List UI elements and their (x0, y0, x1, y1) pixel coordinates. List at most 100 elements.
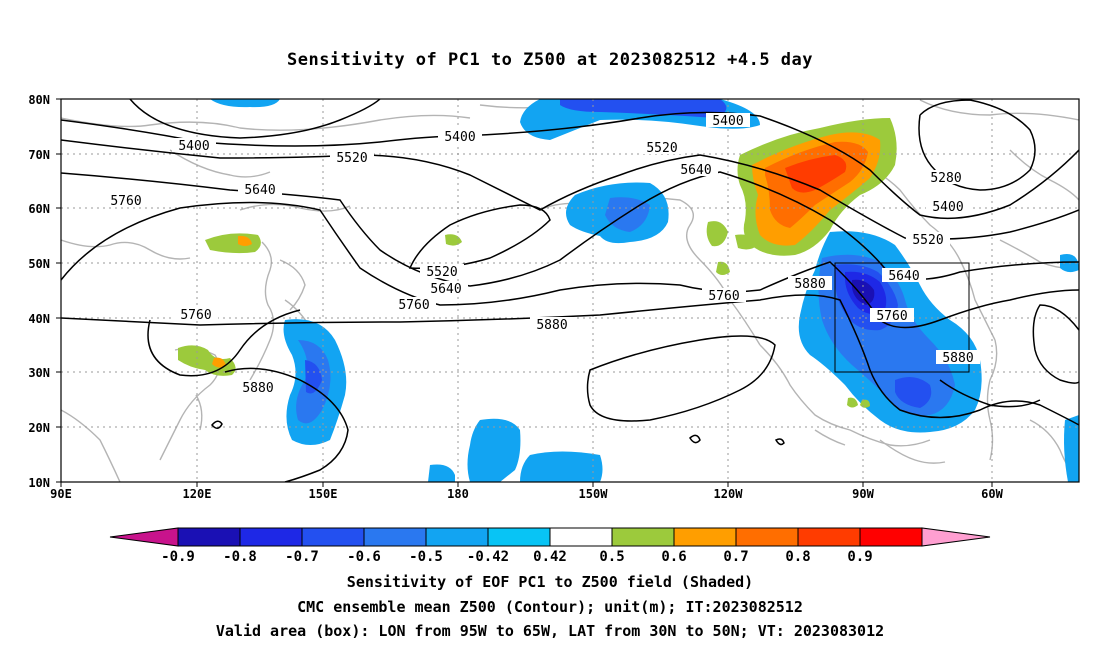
contour-label: 5520 (426, 265, 457, 280)
plot-title: Sensitivity of PC1 to Z500 at 2023082512… (286, 50, 813, 70)
colorbar-swatch (611, 527, 675, 547)
contour-label: 5760 (398, 298, 429, 313)
shade-blue (895, 376, 932, 408)
lon-tick-label: 90W (852, 487, 874, 501)
lat-tick-label: 50N (28, 257, 50, 271)
colorbar-label: -0.6 (347, 549, 381, 565)
contour-label: 5760 (708, 289, 739, 304)
colorbar-swatch (735, 527, 799, 547)
contour-label: 5880 (942, 351, 973, 366)
contour-label: 5400 (932, 200, 963, 215)
colorbar-label: 0.5 (599, 549, 624, 565)
shade-green (706, 221, 728, 247)
lon-tick-label: 120W (714, 487, 744, 501)
contour-5760 (61, 201, 1079, 329)
negative-sensitivity-shading (210, 99, 1079, 482)
contour-label: 5640 (430, 282, 461, 297)
colorbar-label: 0.6 (661, 549, 686, 565)
contour-label: 5760 (110, 194, 141, 209)
colorbar-swatch (549, 527, 613, 547)
contour-5400 (61, 111, 1079, 220)
colorbar-arrow-low (109, 527, 179, 547)
contour-label: 5640 (680, 163, 711, 178)
contour-5880-east (1032, 304, 1079, 384)
contour-label: 5640 (244, 183, 275, 198)
shade-cyan (467, 418, 521, 482)
contour-label: 5640 (888, 269, 919, 284)
lat-tick-label: 30N (28, 366, 50, 380)
shade-green (716, 261, 730, 275)
contour-5400-top (129, 99, 381, 139)
lat-tick-label: 20N (28, 421, 50, 435)
contour-label: 5760 (876, 309, 907, 324)
footer-line-shading: Sensitivity of EOF PC1 to Z500 field (Sh… (346, 573, 754, 591)
contour-label: 5400 (178, 139, 209, 154)
colorbar-label: -0.7 (285, 549, 319, 565)
contour-5520-low (408, 204, 551, 270)
contour-label: 5880 (536, 318, 567, 333)
lat-tick-label: 60N (28, 202, 50, 216)
contour-5760-low (147, 309, 301, 377)
contour-label: 5520 (912, 233, 943, 248)
contour-label: 5520 (646, 141, 677, 156)
shade-orange (212, 357, 226, 368)
colorbar-swatch (859, 527, 923, 547)
colorbar-label: -0.8 (223, 549, 257, 565)
lon-tick-label: 150E (309, 487, 338, 501)
shade-cyan (210, 99, 280, 108)
contour-small (211, 420, 223, 429)
shade-cyan (428, 464, 455, 482)
lat-tick-label: 10N (28, 476, 50, 490)
contour-label: 5400 (712, 114, 743, 129)
colorbar-swatch (239, 527, 303, 547)
colorbar-label: 0.7 (723, 549, 748, 565)
colorbar-label: 0.8 (785, 549, 810, 565)
contour-label: 5400 (444, 130, 475, 145)
contour-label: 5760 (180, 308, 211, 323)
contour-5880-east2 (939, 379, 1041, 408)
lat-tick-label: 70N (28, 148, 50, 162)
colorbar: -0.9 -0.8 -0.7 -0.6 -0.5 -0.42 0.42 0.5 0.6 0.7 0.… (109, 527, 991, 565)
shade-orange (238, 235, 252, 246)
colorbar-swatch (487, 527, 551, 547)
longitude-labels: 90E 120E 150E 180 150W 120W 90W 60W (50, 487, 1003, 501)
contour-5880-west (224, 367, 349, 482)
shade-cyan (520, 451, 603, 482)
contour-label: 5880 (794, 277, 825, 292)
lon-tick-label: 180 (447, 487, 469, 501)
latitude-labels: 80N 70N 60N 50N 40N 30N 20N 10N (28, 93, 50, 490)
shade-redorange (785, 155, 847, 193)
colorbar-label: 0.42 (533, 549, 567, 565)
contour-label: 5280 (930, 171, 961, 186)
contour-5640 (61, 171, 1079, 287)
colorbar-label: -0.42 (467, 549, 509, 565)
colorbar-label: -0.5 (409, 549, 443, 565)
footer-line-contour: CMC ensemble mean Z500 (Contour); unit(m… (297, 598, 803, 616)
shade-green (735, 234, 758, 250)
contour-small (689, 434, 701, 444)
shade-cyan (1064, 415, 1079, 482)
shade-green (445, 234, 462, 246)
lat-tick-label: 80N (28, 93, 50, 107)
gridlines (61, 99, 1079, 482)
valid-area-box (834, 262, 970, 373)
colorbar-swatch (797, 527, 861, 547)
contour-label: 5520 (336, 151, 367, 166)
colorbar-swatch (363, 527, 427, 547)
contour-labels: 5400 5400 5400 5400 5520 5520 5520 5520 … (104, 113, 980, 396)
colorbar-swatch (673, 527, 737, 547)
colorbar-swatch (425, 527, 489, 547)
footer-line-valid-area: Valid area (box): LON from 95W to 65W, L… (215, 622, 885, 640)
tick-marks (56, 98, 993, 487)
lon-tick-label: 60W (981, 487, 1003, 501)
lat-tick-label: 40N (28, 312, 50, 326)
plot-frame (60, 98, 1080, 483)
colorbar-arrow-high (921, 527, 991, 547)
contour-5880-closed (586, 335, 776, 422)
lon-tick-label: 150W (579, 487, 609, 501)
colorbar-label: -0.9 (161, 549, 195, 565)
contour-5880 (61, 294, 1079, 426)
colorbar-swatch (177, 527, 241, 547)
lon-tick-label: 90E (50, 487, 72, 501)
